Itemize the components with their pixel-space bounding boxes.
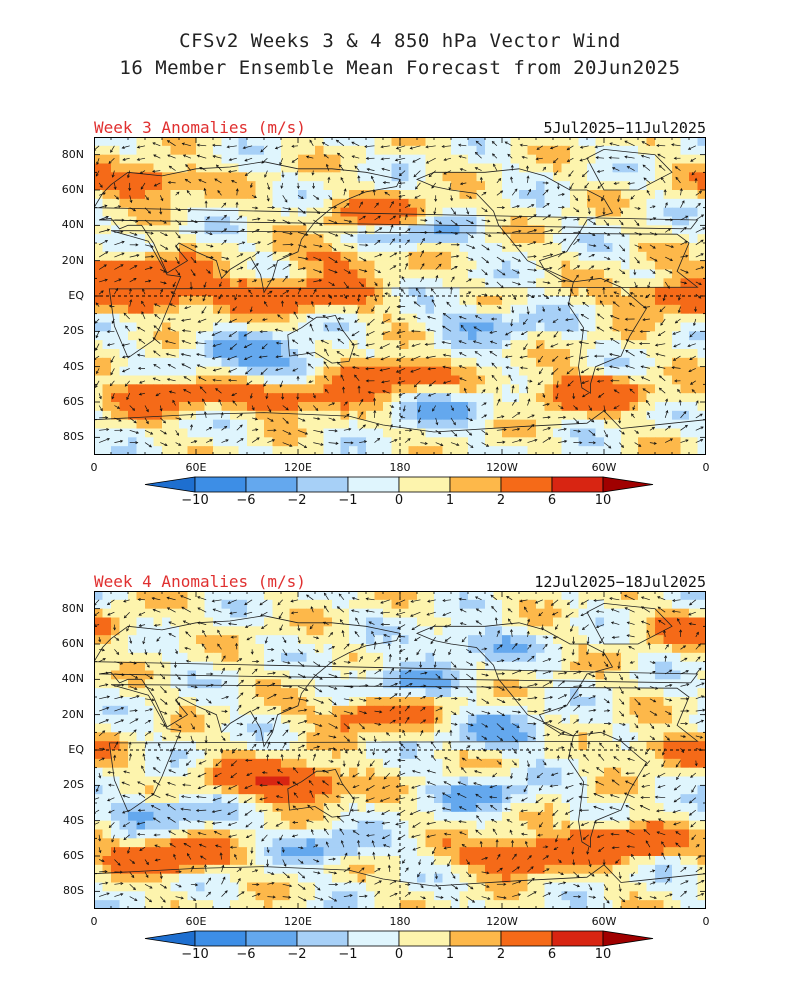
y-tick-label: 60S — [63, 849, 84, 862]
frame-ticks — [94, 591, 706, 909]
colorbar-label: 6 — [547, 947, 557, 962]
colorbar-segment — [449, 930, 502, 947]
figure-title-line2: 16 Member Ensemble Mean Forecast from 20… — [119, 57, 681, 79]
colorbar-label: 0 — [394, 493, 404, 508]
colorbar-high-arrow — [602, 476, 654, 493]
colorbar-label: 10 — [594, 947, 612, 962]
colorbar-segment — [500, 930, 553, 947]
y-tick-label: 20S — [63, 778, 84, 792]
colorbar-segment — [194, 930, 247, 947]
colorbar-segment — [449, 476, 502, 493]
colorbar-segment — [296, 476, 349, 493]
panel2-map — [94, 591, 706, 909]
colorbar-label: −2 — [287, 947, 307, 962]
colorbar-label: 10 — [594, 493, 612, 508]
colorbar-label: −6 — [236, 947, 256, 962]
x-tick-label: 60W — [591, 915, 617, 928]
frame-ticks — [94, 137, 706, 455]
x-tick-label: 0 — [90, 915, 98, 928]
x-tick-label: 180 — [389, 461, 411, 474]
y-tick-label: 60S — [63, 395, 84, 408]
y-tick-label: 60N — [61, 637, 84, 650]
colorbar-low-arrow — [144, 930, 196, 947]
colorbar-segment — [347, 476, 400, 493]
colorbar-segment — [245, 476, 298, 493]
colorbar-label: 6 — [547, 493, 557, 508]
coastlines — [94, 602, 706, 887]
x-tick-label: 60E — [185, 461, 207, 474]
colorbar-segment — [347, 930, 400, 947]
y-tick-label: 40S — [63, 813, 84, 827]
panel2-colorbar — [144, 930, 654, 947]
y-tick-label: 20N — [61, 253, 84, 267]
y-tick-label: 20N — [61, 707, 84, 721]
colorbar-label: −1 — [338, 493, 358, 508]
panel1-date-range: 5Jul2025−11Jul2025 — [543, 119, 706, 137]
x-tick-label: 120E — [284, 461, 312, 474]
x-tick-label: 60W — [591, 461, 617, 474]
x-tick-label: 0 — [702, 915, 710, 928]
colorbar-segment — [194, 476, 247, 493]
panel1-title: Week 3 Anomalies (m/s) — [94, 118, 306, 137]
colorbar-label: 0 — [394, 947, 404, 962]
panel2-title: Week 4 Anomalies (m/s) — [94, 572, 306, 591]
colorbar-label: 1 — [445, 493, 455, 508]
x-tick-label: 180 — [389, 915, 411, 928]
wind-vectors — [94, 592, 706, 904]
colorbar-high-arrow — [602, 930, 654, 947]
colorbar-segment — [398, 930, 451, 947]
colorbar-label: −10 — [181, 947, 209, 962]
colorbar-low-arrow — [144, 476, 196, 493]
x-tick-label: 0 — [702, 461, 710, 474]
x-tick-label: 60E — [185, 915, 207, 928]
colorbar-label: 2 — [496, 493, 506, 508]
y-tick-label: 40N — [61, 218, 84, 232]
colorbar-segment — [245, 930, 298, 947]
y-tick-label: 80N — [61, 147, 84, 161]
panel2-date-range: 12Jul2025−18Jul2025 — [534, 573, 706, 591]
colorbar-segment — [296, 930, 349, 947]
panel1-map — [94, 137, 706, 455]
colorbar-segment — [551, 930, 604, 947]
colorbar-segment — [398, 476, 451, 493]
colorbar-label: −1 — [338, 947, 358, 962]
y-tick-label: 80S — [63, 430, 84, 444]
x-tick-label: 120W — [486, 461, 518, 474]
x-tick-label: 0 — [90, 461, 98, 474]
y-tick-label: EQ — [68, 289, 84, 302]
y-tick-label: 60N — [61, 183, 84, 196]
y-tick-label: EQ — [68, 743, 84, 756]
wind-vectors — [94, 139, 706, 449]
y-tick-label: 80N — [61, 601, 84, 615]
colorbar-segment — [551, 476, 604, 493]
x-tick-label: 120E — [284, 915, 312, 928]
colorbar-label: 2 — [496, 947, 506, 962]
figure-title-line1: CFSv2 Weeks 3 & 4 850 hPa Vector Wind — [179, 30, 621, 52]
x-tick-label: 120W — [486, 915, 518, 928]
colorbar-label: −10 — [181, 493, 209, 508]
colorbar-label: 1 — [445, 947, 455, 962]
y-tick-label: 80S — [63, 884, 84, 898]
colorbar-label: −2 — [287, 493, 307, 508]
colorbar-segment — [500, 476, 553, 493]
y-tick-label: 20S — [63, 324, 84, 338]
panel1-colorbar — [144, 476, 654, 493]
y-tick-label: 40N — [61, 672, 84, 686]
y-tick-label: 40S — [63, 359, 84, 373]
colorbar-label: −6 — [236, 493, 256, 508]
